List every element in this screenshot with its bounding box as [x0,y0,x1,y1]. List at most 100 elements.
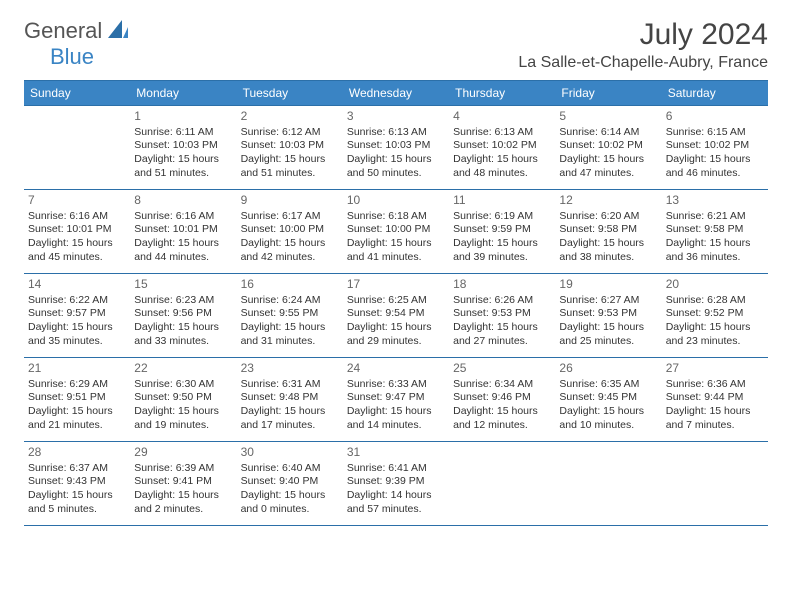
sunset-text: Sunset: 9:39 PM [347,475,445,489]
day-header-row: Sunday Monday Tuesday Wednesday Thursday… [24,81,768,106]
sunrise-text: Sunrise: 6:29 AM [28,378,126,392]
sunrise-text: Sunrise: 6:36 AM [666,378,764,392]
month-title: July 2024 [518,18,768,52]
day-number: 17 [347,277,445,293]
sunrise-text: Sunrise: 6:21 AM [666,210,764,224]
sunset-text: Sunset: 9:57 PM [28,307,126,321]
calendar-day-cell: 19Sunrise: 6:27 AMSunset: 9:53 PMDayligh… [555,274,661,358]
calendar-day-cell: 2Sunrise: 6:12 AMSunset: 10:03 PMDayligh… [237,106,343,190]
daylight-text: Daylight: 15 hours and 50 minutes. [347,153,445,180]
sunrise-text: Sunrise: 6:41 AM [347,462,445,476]
calendar-day-cell: 25Sunrise: 6:34 AMSunset: 9:46 PMDayligh… [449,358,555,442]
sunset-text: Sunset: 9:44 PM [666,391,764,405]
calendar-day-cell: 14Sunrise: 6:22 AMSunset: 9:57 PMDayligh… [24,274,130,358]
calendar-week-row: 7Sunrise: 6:16 AMSunset: 10:01 PMDayligh… [24,190,768,274]
sunset-text: Sunset: 10:01 PM [134,223,232,237]
calendar-day-cell: 27Sunrise: 6:36 AMSunset: 9:44 PMDayligh… [662,358,768,442]
sunrise-text: Sunrise: 6:14 AM [559,126,657,140]
day-number: 9 [241,193,339,209]
day-header: Friday [555,81,661,106]
sunset-text: Sunset: 10:02 PM [559,139,657,153]
calendar-day-cell: 22Sunrise: 6:30 AMSunset: 9:50 PMDayligh… [130,358,236,442]
daylight-text: Daylight: 15 hours and 5 minutes. [28,489,126,516]
daylight-text: Daylight: 15 hours and 29 minutes. [347,321,445,348]
daylight-text: Daylight: 15 hours and 45 minutes. [28,237,126,264]
sunset-text: Sunset: 9:48 PM [241,391,339,405]
sunrise-text: Sunrise: 6:15 AM [666,126,764,140]
day-number: 5 [559,109,657,125]
day-number: 16 [241,277,339,293]
page-header: General July 2024 La Salle-et-Chapelle-A… [24,18,768,72]
sunset-text: Sunset: 9:47 PM [347,391,445,405]
header-right: July 2024 La Salle-et-Chapelle-Aubry, Fr… [518,18,768,72]
daylight-text: Daylight: 15 hours and 14 minutes. [347,405,445,432]
calendar-week-row: 28Sunrise: 6:37 AMSunset: 9:43 PMDayligh… [24,442,768,526]
day-number: 15 [134,277,232,293]
sunset-text: Sunset: 9:43 PM [28,475,126,489]
day-number: 8 [134,193,232,209]
sunrise-text: Sunrise: 6:20 AM [559,210,657,224]
sunrise-text: Sunrise: 6:31 AM [241,378,339,392]
calendar-day-cell: 11Sunrise: 6:19 AMSunset: 9:59 PMDayligh… [449,190,555,274]
sunset-text: Sunset: 9:54 PM [347,307,445,321]
daylight-text: Daylight: 15 hours and 41 minutes. [347,237,445,264]
brand-word-2-wrap: Blue [50,44,94,70]
sunset-text: Sunset: 9:45 PM [559,391,657,405]
sunset-text: Sunset: 9:52 PM [666,307,764,321]
day-number: 27 [666,361,764,377]
logo-sail-icon [108,20,128,43]
sunrise-text: Sunrise: 6:26 AM [453,294,551,308]
sunrise-text: Sunrise: 6:27 AM [559,294,657,308]
day-number: 6 [666,109,764,125]
day-number: 22 [134,361,232,377]
sunrise-text: Sunrise: 6:17 AM [241,210,339,224]
day-number: 14 [28,277,126,293]
calendar-day-cell: 15Sunrise: 6:23 AMSunset: 9:56 PMDayligh… [130,274,236,358]
sunset-text: Sunset: 9:51 PM [28,391,126,405]
sunset-text: Sunset: 10:03 PM [134,139,232,153]
daylight-text: Daylight: 15 hours and 10 minutes. [559,405,657,432]
daylight-text: Daylight: 15 hours and 12 minutes. [453,405,551,432]
calendar-day-cell: 29Sunrise: 6:39 AMSunset: 9:41 PMDayligh… [130,442,236,526]
sunrise-text: Sunrise: 6:33 AM [347,378,445,392]
calendar-day-cell: 1Sunrise: 6:11 AMSunset: 10:03 PMDayligh… [130,106,236,190]
calendar-week-row: 21Sunrise: 6:29 AMSunset: 9:51 PMDayligh… [24,358,768,442]
daylight-text: Daylight: 15 hours and 31 minutes. [241,321,339,348]
brand-word-1: General [24,18,102,44]
daylight-text: Daylight: 15 hours and 38 minutes. [559,237,657,264]
daylight-text: Daylight: 15 hours and 35 minutes. [28,321,126,348]
calendar-day-cell: 5Sunrise: 6:14 AMSunset: 10:02 PMDayligh… [555,106,661,190]
calendar-day-cell [24,106,130,190]
calendar-day-cell: 23Sunrise: 6:31 AMSunset: 9:48 PMDayligh… [237,358,343,442]
day-number: 2 [241,109,339,125]
day-number: 7 [28,193,126,209]
calendar-day-cell: 20Sunrise: 6:28 AMSunset: 9:52 PMDayligh… [662,274,768,358]
daylight-text: Daylight: 15 hours and 48 minutes. [453,153,551,180]
calendar-week-row: 1Sunrise: 6:11 AMSunset: 10:03 PMDayligh… [24,106,768,190]
calendar-day-cell: 16Sunrise: 6:24 AMSunset: 9:55 PMDayligh… [237,274,343,358]
daylight-text: Daylight: 15 hours and 33 minutes. [134,321,232,348]
calendar-day-cell: 28Sunrise: 6:37 AMSunset: 9:43 PMDayligh… [24,442,130,526]
daylight-text: Daylight: 15 hours and 23 minutes. [666,321,764,348]
calendar-day-cell: 31Sunrise: 6:41 AMSunset: 9:39 PMDayligh… [343,442,449,526]
calendar-day-cell: 12Sunrise: 6:20 AMSunset: 9:58 PMDayligh… [555,190,661,274]
day-number: 10 [347,193,445,209]
calendar-day-cell: 24Sunrise: 6:33 AMSunset: 9:47 PMDayligh… [343,358,449,442]
sunset-text: Sunset: 9:53 PM [559,307,657,321]
sunset-text: Sunset: 9:53 PM [453,307,551,321]
day-number: 11 [453,193,551,209]
sunset-text: Sunset: 9:40 PM [241,475,339,489]
calendar-day-cell: 3Sunrise: 6:13 AMSunset: 10:03 PMDayligh… [343,106,449,190]
day-header: Wednesday [343,81,449,106]
daylight-text: Daylight: 15 hours and 21 minutes. [28,405,126,432]
day-header: Monday [130,81,236,106]
sunrise-text: Sunrise: 6:30 AM [134,378,232,392]
day-number: 4 [453,109,551,125]
sunrise-text: Sunrise: 6:35 AM [559,378,657,392]
sunset-text: Sunset: 9:56 PM [134,307,232,321]
day-number: 30 [241,445,339,461]
sunrise-text: Sunrise: 6:40 AM [241,462,339,476]
calendar-day-cell [662,442,768,526]
calendar-day-cell: 8Sunrise: 6:16 AMSunset: 10:01 PMDayligh… [130,190,236,274]
calendar-week-row: 14Sunrise: 6:22 AMSunset: 9:57 PMDayligh… [24,274,768,358]
